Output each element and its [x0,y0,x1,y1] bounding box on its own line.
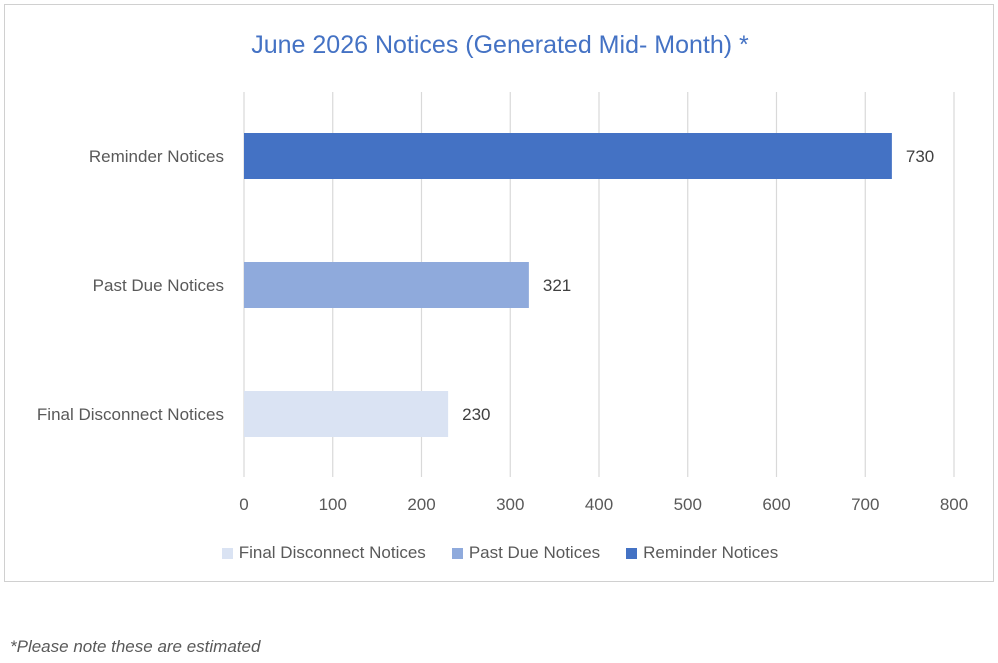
data-label: 230 [462,405,490,424]
legend-label: Reminder Notices [643,543,779,562]
chart-container: June 2026 Notices (Generated Mid- Month)… [4,4,994,582]
legend-item: Past Due Notices [451,543,601,563]
x-tick-label: 200 [407,495,435,514]
x-tick-label: 100 [319,495,347,514]
x-tick-label: 500 [674,495,702,514]
footnote: *Please note these are estimated [10,637,261,656]
x-tick-label: 600 [762,495,790,514]
category-label: Reminder Notices [89,147,224,166]
chart-title: June 2026 Notices (Generated Mid- Month)… [251,31,749,59]
legend-label: Final Disconnect Notices [238,543,426,562]
bar-chart-plot: 0 100 200 300 400 500 600 700 800 Reminder Notice… [37,92,968,514]
x-tick-label: 400 [585,495,613,514]
category-label: Final Disconnect Notices [37,405,224,424]
bar [244,391,449,437]
category-label: Past Due Notices [93,276,224,295]
legend-swatch [451,547,463,559]
x-tick-label: 800 [940,495,968,514]
legend-swatch [221,547,233,559]
legend-item: Final Disconnect Notices [221,543,426,563]
data-label: 321 [543,276,571,295]
x-tick-label: 700 [851,495,879,514]
legend-swatch [626,547,638,559]
bar [244,133,892,179]
legend-label: Past Due Notices [468,543,601,562]
x-tick-label: 0 [239,495,248,514]
data-label: 730 [906,147,934,166]
bar [244,262,529,308]
x-tick-label: 300 [496,495,524,514]
legend-item: Reminder Notices [626,543,778,563]
chart-legend: Final Disconnect Notices Past Due Notices… [5,543,995,563]
